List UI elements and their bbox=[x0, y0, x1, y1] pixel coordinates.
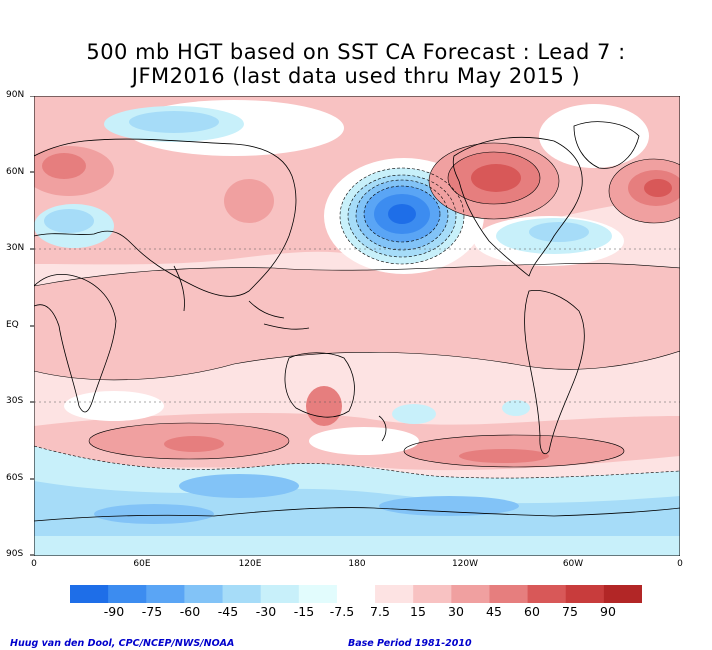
legend-swatch-4 bbox=[222, 585, 262, 603]
lon-label-180: 180 bbox=[348, 559, 366, 569]
legend-label-neg15: -15 bbox=[293, 604, 315, 619]
southern-max-45-east bbox=[459, 449, 549, 463]
legend-swatch-0 bbox=[70, 585, 109, 603]
legend-swatch-9 bbox=[413, 585, 452, 603]
legend-swatch-8 bbox=[375, 585, 414, 603]
lat-label-90n: 90N bbox=[6, 90, 25, 100]
legend-swatch-11 bbox=[489, 585, 529, 603]
legend-label-90: 90 bbox=[600, 604, 616, 619]
chart-title-line-2: JFM2016 (last data used thru May 2015 ) bbox=[131, 64, 581, 88]
mediterranean-negative-15 bbox=[44, 209, 94, 233]
legend-label-neg90: -90 bbox=[103, 604, 125, 619]
white-gap-south-central bbox=[309, 427, 419, 455]
legend-swatch-1 bbox=[108, 585, 147, 603]
legend-label-30: 30 bbox=[448, 604, 464, 619]
polar-negative-30-b bbox=[94, 504, 214, 524]
legend-label-neg30: -30 bbox=[255, 604, 277, 619]
polar-negative-30-a bbox=[179, 474, 299, 498]
lat-label-90s: 90S bbox=[6, 549, 24, 559]
legend-swatch-5 bbox=[260, 585, 300, 603]
lat-label-60s: 60S bbox=[6, 473, 24, 483]
legend-label-neg75: -75 bbox=[141, 604, 163, 619]
lon-label-60w: 60W bbox=[562, 559, 584, 569]
lat-label-60n: 60N bbox=[6, 167, 25, 177]
legend-swatch-3 bbox=[184, 585, 224, 603]
legend-swatch-10 bbox=[451, 585, 490, 603]
legend-label-60: 60 bbox=[524, 604, 540, 619]
lon-label-0: 0 bbox=[31, 559, 37, 569]
europe-positive-45 bbox=[42, 153, 86, 179]
us-negative-15 bbox=[529, 222, 589, 242]
chart-title-line-1: 500 mb HGT based on SST CA Forecast : Le… bbox=[86, 40, 626, 64]
greenland-white bbox=[539, 104, 649, 168]
contour-lines bbox=[34, 142, 680, 479]
legend-colorbar bbox=[70, 585, 642, 603]
legend-label-75: 75 bbox=[562, 604, 578, 619]
polar-cap bbox=[34, 536, 680, 556]
lon-label-60e: 60E bbox=[133, 559, 151, 569]
australia-positive bbox=[306, 386, 342, 426]
anomaly-map bbox=[34, 96, 680, 556]
legend-swatch-14 bbox=[603, 585, 642, 603]
legend-label-7-5: 7.5 bbox=[370, 604, 390, 619]
polar-negative-30-c bbox=[379, 496, 519, 516]
legend-swatch-7 bbox=[336, 585, 376, 603]
legend-swatch-2 bbox=[146, 585, 185, 603]
lat-label-30s: 30S bbox=[6, 396, 24, 406]
atlantic-positive-60 bbox=[644, 179, 672, 197]
lon-label-120w: 120W bbox=[451, 559, 479, 569]
asia-positive-30 bbox=[224, 179, 274, 223]
pacific-low-75 bbox=[388, 204, 416, 224]
lat-label-30n: 30N bbox=[6, 243, 25, 253]
lat-label-eq: EQ bbox=[6, 320, 19, 330]
white-gap-indian-ocean bbox=[64, 391, 164, 421]
lon-label-120e: 120E bbox=[238, 559, 262, 569]
legend-label-45: 45 bbox=[486, 604, 502, 619]
legend-label-neg60: -60 bbox=[179, 604, 201, 619]
small-negative-south-pacific-b bbox=[502, 400, 530, 416]
legend-swatch-12 bbox=[527, 585, 567, 603]
tropical-positive-band bbox=[34, 263, 680, 380]
lon-label-0-east: 0 bbox=[677, 559, 683, 569]
legend-swatch-6 bbox=[298, 585, 338, 603]
small-negative-south-pacific-a bbox=[392, 404, 436, 424]
footer-credit: Huug van den Dool, CPC/NCEP/NWS/NOAA bbox=[10, 638, 235, 649]
na-positive-60 bbox=[471, 164, 521, 192]
arctic-negative-15 bbox=[129, 111, 219, 133]
legend-label-neg7-5: -7.5 bbox=[329, 604, 355, 619]
footer-base-period: Base Period 1981-2010 bbox=[348, 638, 472, 649]
legend-swatch-13 bbox=[565, 585, 605, 603]
lat-ticks bbox=[30, 96, 34, 556]
legend-label-15: 15 bbox=[410, 604, 426, 619]
southern-max-45-west bbox=[164, 436, 224, 452]
coastlines bbox=[34, 121, 680, 522]
legend-label-neg45: -45 bbox=[217, 604, 239, 619]
